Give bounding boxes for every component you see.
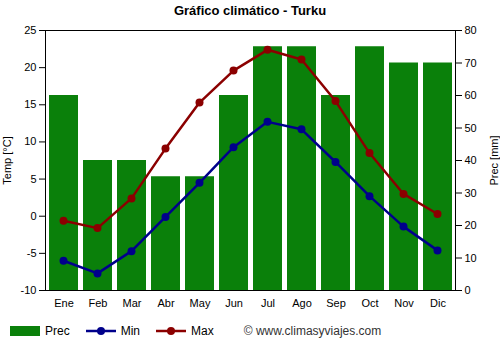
svg-text:Sep: Sep (326, 297, 346, 309)
svg-text:Mar: Mar (123, 297, 142, 309)
svg-text:0: 0 (465, 284, 471, 296)
svg-text:60: 60 (465, 89, 477, 101)
svg-text:20: 20 (24, 61, 36, 73)
svg-text:-10: -10 (21, 284, 37, 296)
svg-text:Ene: Ene (54, 297, 74, 309)
svg-text:5: 5 (30, 173, 36, 185)
html-text:Prec: Prec (45, 324, 70, 338)
svg-text:40: 40 (465, 154, 477, 166)
svg-text:Abr: Abr (157, 297, 174, 309)
svg-text:10: 10 (465, 252, 477, 264)
svg-text:30: 30 (465, 187, 477, 199)
svg-text:Temp [°C]: Temp [°C] (1, 136, 13, 184)
svg-text:0: 0 (30, 210, 36, 222)
svg-text:May: May (190, 297, 211, 309)
svg-text:Prec [mm]: Prec [mm] (488, 135, 500, 185)
svg-text:15: 15 (24, 98, 36, 110)
svg-text:25: 25 (24, 24, 36, 36)
html-text:© www.climasyviajes.com: © www.climasyviajes.com (243, 324, 382, 338)
svg-text:Feb: Feb (89, 297, 108, 309)
html-text:Min: Min (120, 324, 140, 338)
svg-text:Ago: Ago (292, 297, 312, 309)
html-text:Gráfico climático - Turku: Gráfico climático - Turku (173, 3, 327, 18)
svg-text:20: 20 (465, 219, 477, 231)
svg-text:Nov: Nov (394, 297, 414, 309)
svg-text:Jul: Jul (261, 297, 275, 309)
svg-text:80: 80 (465, 24, 477, 36)
svg-text:50: 50 (465, 122, 477, 134)
svg-text:Jun: Jun (225, 297, 243, 309)
html-text:Max: Max (191, 324, 214, 338)
svg-text:10: 10 (24, 135, 36, 147)
svg-text:Dic: Dic (430, 297, 446, 309)
svg-text:70: 70 (465, 57, 477, 69)
svg-text:-5: -5 (27, 247, 37, 259)
svg-text:Oct: Oct (361, 297, 378, 309)
